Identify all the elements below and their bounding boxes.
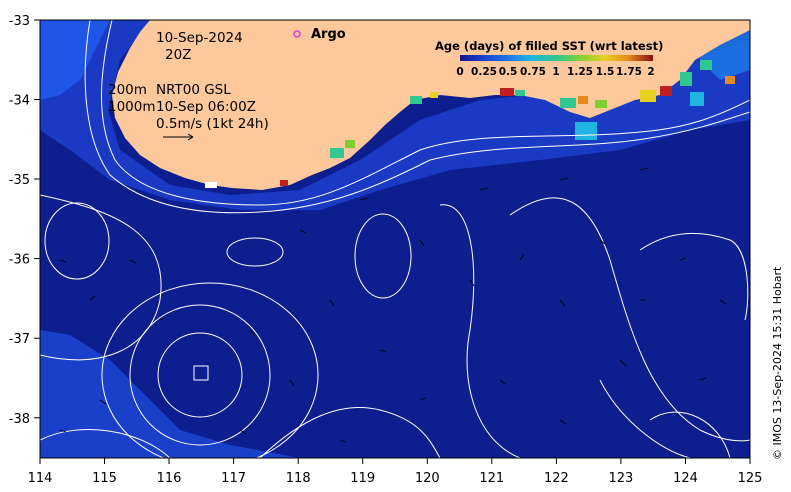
vector-scale-label: 0.5m/s (1kt 24h) [156,116,269,132]
bright-water-patch-west [40,20,110,100]
depth-200-label: 200m [108,82,147,98]
x-tick-115: 115 [92,471,117,486]
argo-float-marker [293,30,301,38]
legend-tick-0.25: 0.25 [471,66,497,78]
x-tick-125: 125 [738,471,763,486]
x-axis: 114 115 116 117 118 119 120 121 122 123 … [28,458,763,486]
current-vectors [59,167,727,443]
legend-tick-1: 1 [552,66,559,78]
y-tick-38: -38 [9,412,30,427]
legend-title: Age (days) of filled SST (wrt latest) [435,39,663,53]
plot-frame [39,19,751,459]
ssh-contour-lines [40,194,750,458]
legend-colorbar [460,55,653,61]
x-tick-117: 117 [221,471,246,486]
map-plot-area [40,20,750,458]
legend-tick-2: 2 [647,66,654,78]
imos-credit: © IMOS 13-Sep-2024 15:31 Hobart [771,266,784,460]
y-tick-37: -37 [9,332,30,347]
legend-tick-0: 0 [456,66,463,78]
x-tick-119: 119 [350,471,375,486]
x-tick-124: 124 [673,471,698,486]
y-tick-34: -34 [9,94,30,109]
y-axis: -33 -34 -35 -36 -37 -38 [9,14,40,427]
legend-tick-0.5: 0.5 [499,66,518,78]
y-tick-36: -36 [9,253,30,268]
vector-scale-arrow [163,133,194,141]
x-tick-122: 122 [544,471,569,486]
x-tick-120: 120 [415,471,440,486]
australia-land [112,20,750,190]
x-tick-123: 123 [608,471,633,486]
legend-tick-1.75: 1.75 [616,66,642,78]
x-tick-116: 116 [157,471,182,486]
x-tick-121: 121 [479,471,504,486]
shelf-water-band [40,20,750,210]
bright-water-patch-southwest [40,330,300,458]
source-time-label: 10-Sep 06:00Z [156,99,256,115]
sst-age-legend: Age (days) of filled SST (wrt latest) 0 … [435,39,663,78]
source-label: NRT00 GSL [156,82,231,98]
legend-tick-1.5: 1.5 [596,66,615,78]
y-tick-33: -33 [9,14,30,29]
legend-tick-0.75: 0.75 [520,66,546,78]
time-label: 20Z [165,47,191,63]
date-label: 10-Sep-2024 [156,30,243,46]
isobath-lines [84,20,750,214]
argo-label: Argo [311,27,346,42]
legend-tick-1.25: 1.25 [567,66,593,78]
map-annotations: 10-Sep-2024 20Z 200m 1000m NRT00 GSL 10-… [108,27,346,141]
x-tick-114: 114 [28,471,53,486]
x-tick-118: 118 [286,471,311,486]
y-tick-35: -35 [9,173,30,188]
depth-1000-label: 1000m [108,99,156,115]
